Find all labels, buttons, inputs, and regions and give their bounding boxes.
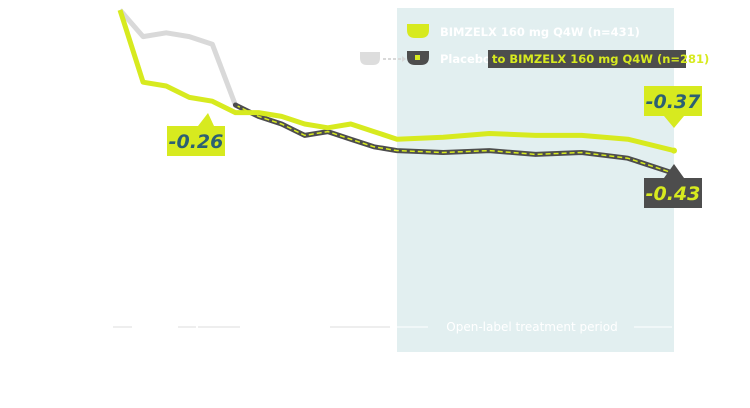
callout-box <box>644 86 702 116</box>
series-line-bimzelx <box>117 9 675 154</box>
legend-label-placebo-suffix: to BIMZELX 160 mg Q4W (n=281) <box>492 52 709 66</box>
callout-pointer <box>664 116 684 128</box>
callout-0: -0.26 <box>167 113 225 156</box>
legend: BIMZELX 160 mg Q4W (n=431) Placebo to BI… <box>360 24 709 68</box>
series-line-placebo-pre-switch <box>118 8 238 106</box>
legend-label-placebo-prefix: Placebo <box>440 52 491 66</box>
callout-2: -0.43 <box>644 164 702 208</box>
legend-swatch-placebo-pre <box>360 52 380 65</box>
legend-swatch-placebo-dot <box>415 55 420 60</box>
series-endpoint-bimzelx <box>671 147 677 154</box>
callout-label: -0.43 <box>646 183 701 205</box>
callout-1: -0.37 <box>644 86 702 128</box>
series-layer <box>117 8 677 177</box>
callout-label: -0.37 <box>646 91 702 113</box>
callout-box <box>644 178 702 208</box>
callout-label: -0.26 <box>169 131 224 153</box>
legend-item-bimzelx: BIMZELX 160 mg Q4W (n=431) <box>407 24 640 39</box>
legend-swatch-bimzelx <box>407 24 429 38</box>
callout-pointer <box>664 164 684 178</box>
legend-item-placebo: Placebo to BIMZELX 160 mg Q4W (n=281) <box>360 50 709 68</box>
callout-box <box>167 126 225 156</box>
legend-arrowhead <box>402 56 406 62</box>
callout-layer: -0.26 -0.37 -0.43 <box>167 86 702 208</box>
legend-label-bimzelx: BIMZELX 160 mg Q4W (n=431) <box>440 25 640 39</box>
series-point-placebo-switch <box>232 102 238 108</box>
callout-pointer <box>198 113 214 126</box>
open-label-period-label: Open-label treatment period <box>446 320 617 334</box>
series-line-placebo-dash <box>235 104 675 175</box>
legend-label-placebo-box <box>488 50 686 68</box>
